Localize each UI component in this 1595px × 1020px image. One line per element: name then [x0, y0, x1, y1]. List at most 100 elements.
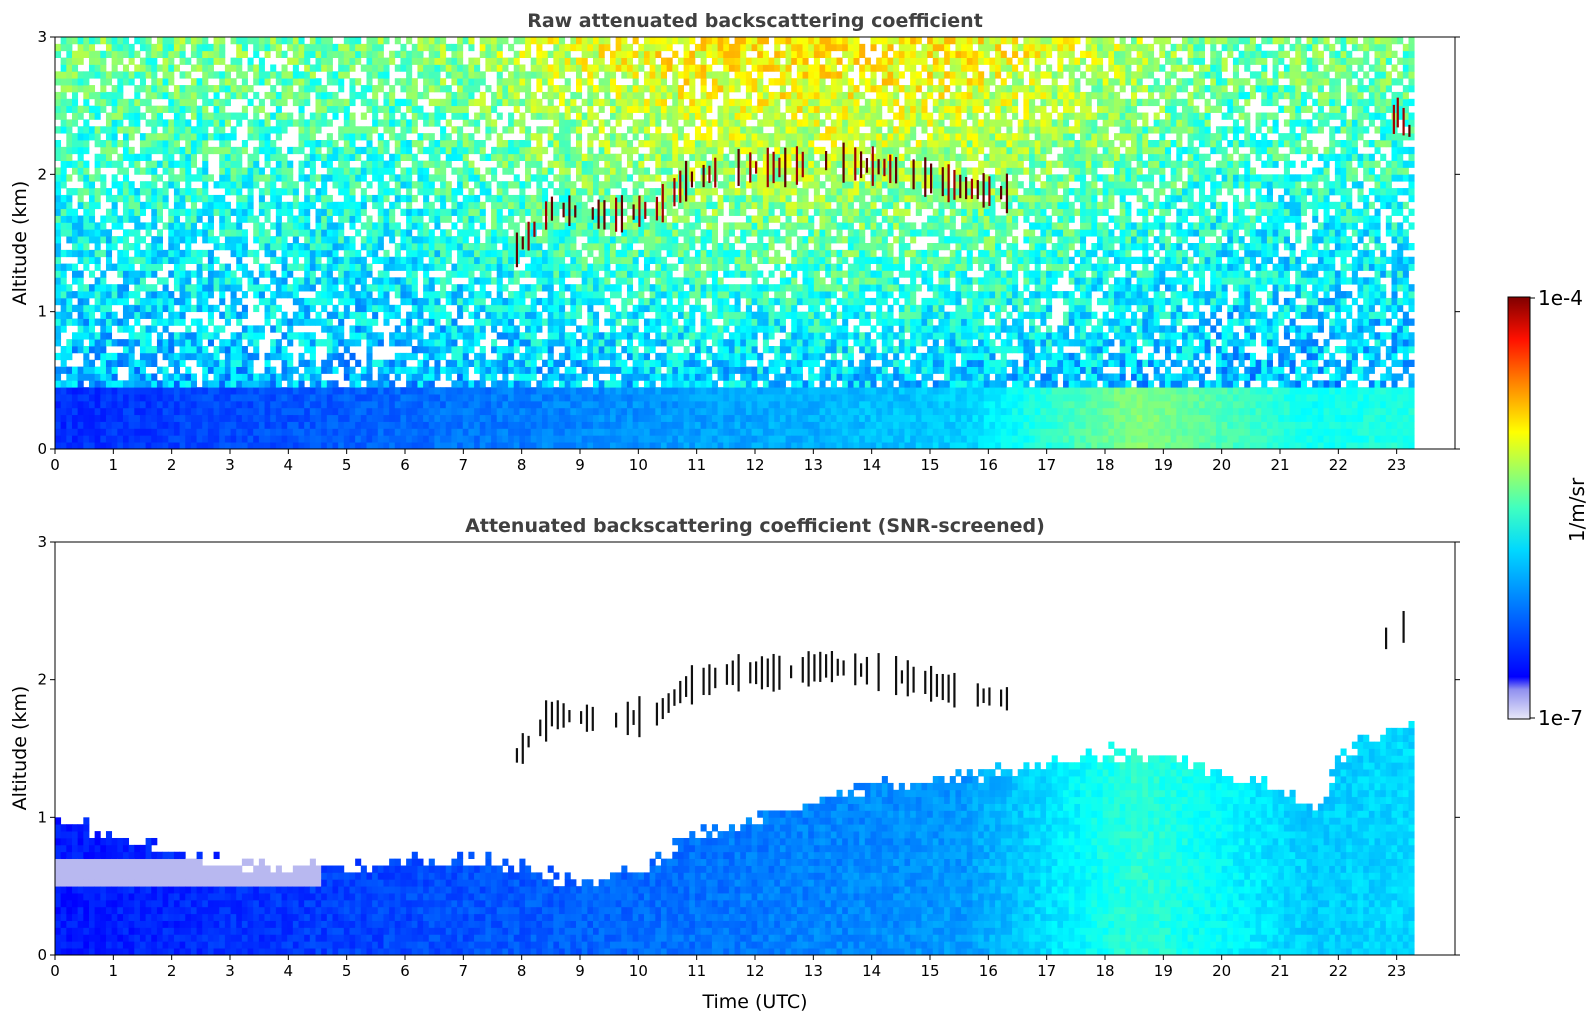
heatmap-cell — [224, 146, 231, 155]
heatmap-cell — [326, 43, 333, 52]
heatmap-cell — [428, 98, 435, 107]
heatmap-cell — [145, 188, 152, 196]
heatmap-cell — [547, 37, 554, 45]
heatmap-cell — [536, 126, 543, 134]
heatmap-cell — [491, 359, 498, 367]
heatmap-cell — [309, 380, 316, 388]
heatmap-cell — [440, 50, 447, 58]
heatmap-cell — [117, 291, 124, 299]
heatmap-cell — [264, 78, 271, 86]
heatmap-cell — [236, 236, 243, 244]
heatmap-cell — [343, 71, 350, 79]
heatmap-cell — [474, 339, 481, 347]
heatmap-cell — [145, 243, 152, 251]
heatmap-cell — [621, 112, 628, 120]
heatmap-cell — [168, 57, 175, 65]
heatmap-cell — [179, 352, 186, 361]
heatmap-cell — [502, 263, 509, 271]
heatmap-cell — [513, 373, 520, 381]
heatmap-cell — [536, 346, 543, 354]
heatmap-cell — [366, 339, 373, 347]
heatmap-cell — [474, 304, 481, 313]
heatmap-cell — [417, 229, 424, 237]
heatmap-cell — [326, 215, 333, 223]
heatmap-cell — [377, 64, 384, 72]
heatmap-cell — [287, 112, 294, 120]
heatmap-cell — [321, 188, 328, 196]
heatmap-cell — [196, 352, 203, 361]
heatmap-cell — [626, 236, 634, 244]
heatmap-cell — [196, 421, 203, 429]
heatmap-cell — [219, 78, 226, 86]
heatmap-cell — [468, 37, 475, 45]
heatmap-cell — [264, 153, 271, 161]
heatmap-cell — [236, 243, 243, 251]
heatmap-cell — [632, 263, 639, 271]
heatmap-cell — [598, 126, 605, 134]
heatmap-cell — [100, 291, 107, 299]
heatmap-cell — [604, 98, 611, 107]
heatmap-cell — [224, 311, 231, 319]
heatmap-cell — [145, 359, 152, 367]
heatmap-cell — [502, 407, 509, 416]
heatmap-cell — [479, 380, 486, 388]
heatmap-cell — [298, 119, 305, 127]
heatmap-cell — [553, 153, 560, 161]
heatmap-cell — [440, 174, 447, 182]
heatmap-cell — [83, 263, 90, 271]
heatmap-cell — [100, 414, 107, 422]
heatmap-cell — [292, 284, 299, 292]
heatmap-cell — [338, 414, 345, 422]
heatmap-cell — [247, 325, 254, 333]
heatmap-cell — [400, 119, 407, 127]
heatmap-cell — [417, 421, 424, 429]
heatmap-cell — [292, 380, 299, 388]
heatmap-cell — [576, 249, 583, 258]
heatmap-cell — [570, 332, 577, 340]
heatmap-cell — [457, 428, 464, 436]
heatmap-cell — [615, 85, 622, 93]
heatmap-cell — [202, 400, 209, 409]
heatmap-cell — [304, 50, 311, 58]
heatmap-cell — [383, 407, 390, 416]
heatmap-cell — [128, 50, 135, 58]
heatmap-cell — [587, 153, 594, 161]
heatmap-cell — [190, 160, 197, 168]
heatmap-cell — [304, 256, 311, 264]
heatmap-cell — [332, 380, 339, 388]
heatmap-cell — [615, 201, 622, 210]
heatmap-cell — [139, 332, 147, 340]
heatmap-cell — [474, 325, 481, 333]
heatmap-cell — [270, 181, 277, 189]
heatmap-cell — [547, 133, 554, 141]
heatmap-cell — [100, 346, 107, 354]
heatmap-cell — [479, 37, 486, 45]
heatmap-cell — [445, 43, 452, 52]
heatmap-cell — [145, 339, 152, 347]
heatmap-cell — [241, 43, 248, 52]
heatmap-cell — [139, 249, 147, 258]
heatmap-cell — [587, 318, 594, 326]
heatmap-cell — [457, 304, 464, 313]
heatmap-cell — [366, 64, 373, 72]
heatmap-cell — [151, 243, 158, 251]
heatmap-cell — [151, 146, 158, 155]
heatmap-cell — [145, 167, 152, 175]
heatmap-cell — [224, 387, 231, 395]
heatmap-cell — [547, 112, 554, 120]
heatmap-cell — [360, 304, 367, 313]
heatmap-cell — [236, 380, 243, 388]
heatmap-cell — [417, 325, 424, 333]
heatmap-cell — [609, 284, 617, 292]
heatmap-cell — [275, 37, 282, 45]
heatmap-cell — [570, 37, 577, 45]
heatmap-cell — [264, 311, 271, 319]
heatmap-cell — [304, 64, 311, 72]
heatmap-cell — [474, 140, 481, 148]
heatmap-cell — [71, 160, 79, 168]
heatmap-cell — [394, 428, 401, 436]
heatmap-cell — [525, 414, 532, 422]
heatmap-cell — [525, 346, 532, 354]
heatmap-cell — [71, 243, 79, 251]
heatmap-cell — [179, 297, 186, 306]
